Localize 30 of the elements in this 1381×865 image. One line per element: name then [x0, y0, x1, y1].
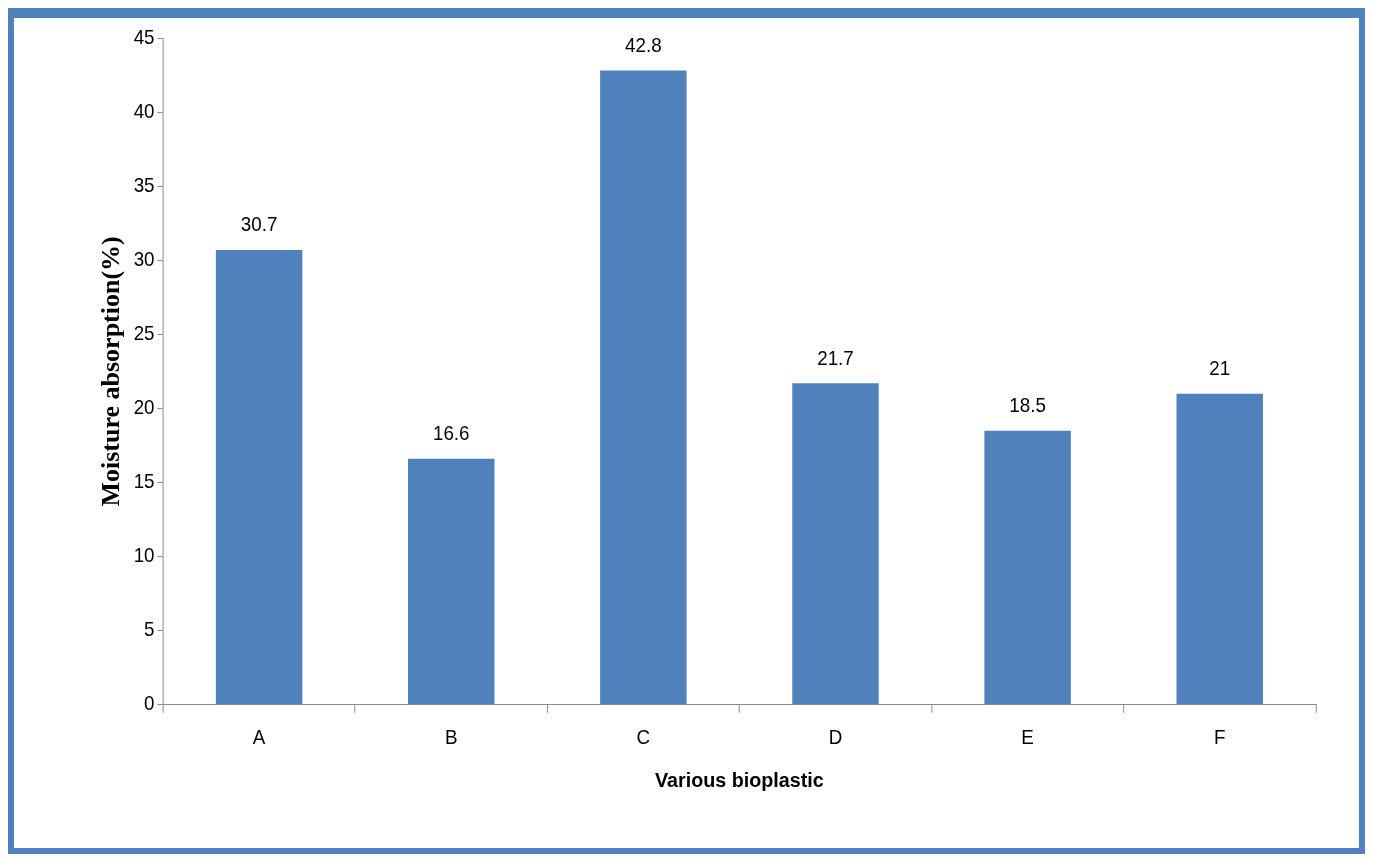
x-tick-label: F — [1214, 725, 1226, 749]
x-tick-label: B — [444, 725, 458, 749]
data-label: 30.7 — [240, 212, 278, 236]
bar — [600, 70, 687, 705]
bar — [1176, 393, 1263, 705]
y-tick-label: 45 — [133, 24, 155, 48]
y-tick-label: 0 — [144, 691, 155, 715]
data-label: 21.7 — [817, 346, 854, 369]
y-tick-label: 10 — [133, 543, 155, 567]
data-label: 42.8 — [625, 33, 662, 57]
x-axis-title: Various bioplastic — [655, 768, 824, 792]
x-tick-label: A — [252, 725, 266, 749]
bar — [792, 383, 879, 705]
data-label: 18.5 — [1009, 393, 1046, 417]
data-label: 21 — [1209, 356, 1231, 380]
y-tick-label: 25 — [133, 321, 155, 344]
y-tick-label: 35 — [133, 173, 155, 196]
data-label: 16.6 — [432, 421, 470, 445]
y-tick-label: 20 — [133, 395, 155, 419]
x-tick-label: E — [1021, 725, 1034, 749]
bar — [407, 458, 495, 705]
x-tick-label: C — [636, 725, 651, 749]
bar — [215, 249, 303, 705]
bar — [984, 430, 1071, 705]
y-tick-label: 5 — [144, 617, 155, 641]
y-axis-title: Moisture absorption(%) — [97, 236, 125, 507]
y-tick-label: 30 — [133, 247, 155, 270]
x-tick-label: D — [828, 725, 843, 749]
y-tick-label: 15 — [133, 469, 155, 493]
y-tick-label: 40 — [133, 99, 155, 122]
